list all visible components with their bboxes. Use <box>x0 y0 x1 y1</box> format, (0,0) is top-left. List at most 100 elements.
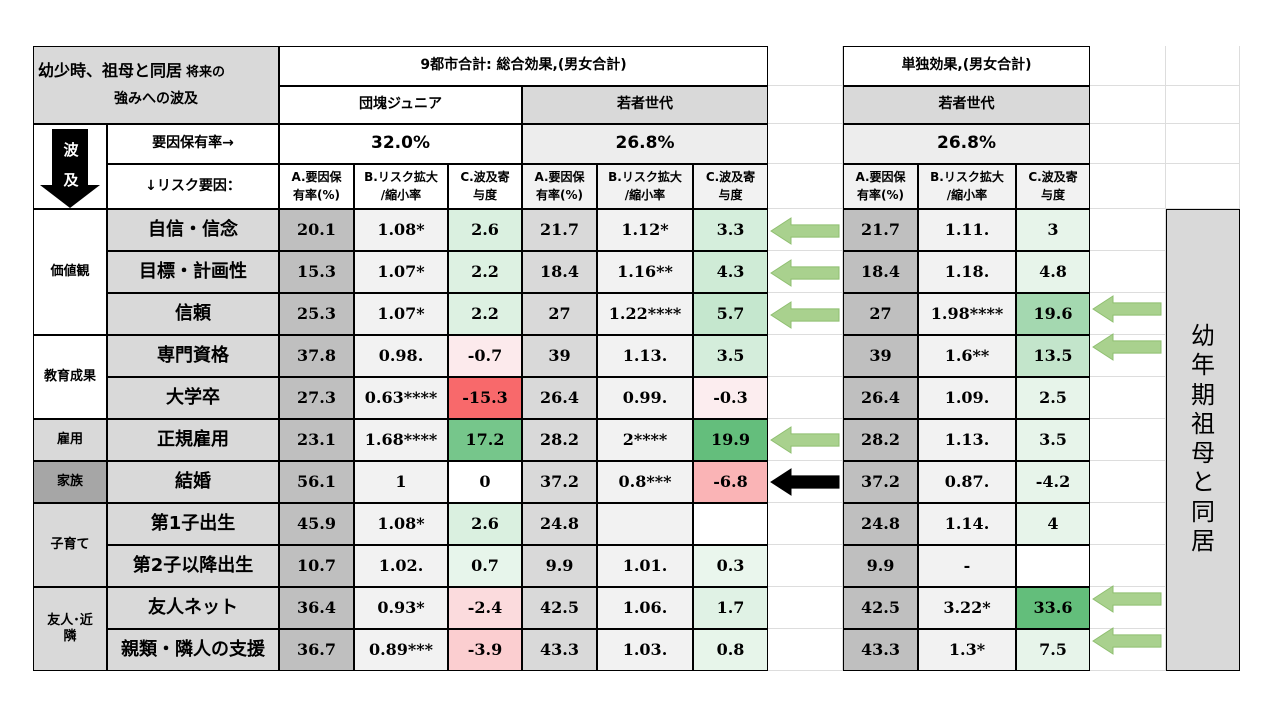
empty-cell <box>768 377 843 419</box>
empty-cell <box>1166 46 1240 86</box>
cell-dankai-c: -15.3 <box>448 377 522 419</box>
left-arrow-icon <box>770 426 840 454</box>
empty-cell <box>768 86 843 124</box>
cell-single-c: 4.8 <box>1016 251 1090 293</box>
cell-wakamono-c: 0.8 <box>693 629 768 671</box>
empty-cell <box>768 293 843 335</box>
left-arrow-icon <box>1092 627 1162 655</box>
col-header: B.リスク拡大 /縮小率 <box>597 164 693 209</box>
cell-dankai-b: 0.98. <box>354 335 448 377</box>
category-1: 教育成果 <box>33 335 107 419</box>
gen-header-dankai: 団塊ジュニア <box>279 86 522 124</box>
cell-single-c: 33.6 <box>1016 587 1090 629</box>
cell-single-c: 2.5 <box>1016 377 1090 419</box>
row-item: 大学卒 <box>107 377 279 419</box>
title-line-1: 幼少時、祖母と同居 将来の <box>38 61 225 81</box>
group-header-total: 9都市合計: 総合効果,(男女合計) <box>279 46 768 86</box>
col-header: B.リスク拡大 /縮小率 <box>918 164 1016 209</box>
row-item: 第2子以降出生 <box>107 545 279 587</box>
cell-dankai-b: 1.08* <box>354 503 448 545</box>
cell-wakamono-c: 3.5 <box>693 335 768 377</box>
empty-cell <box>1090 86 1166 124</box>
cell-wakamono-c: 5.7 <box>693 293 768 335</box>
cell-dankai-b: 1.68**** <box>354 419 448 461</box>
empty-cell <box>768 164 843 209</box>
empty-cell <box>768 629 843 671</box>
cell-dankai-b: 1 <box>354 461 448 503</box>
row-item: 正規雇用 <box>107 419 279 461</box>
col-header: C.波及寄 与度 <box>448 164 522 209</box>
cell-dankai-c: 0 <box>448 461 522 503</box>
cell-single-b: 3.22* <box>918 587 1016 629</box>
row-item: 結婚 <box>107 461 279 503</box>
row-item: 第1子出生 <box>107 503 279 545</box>
cell-wakamono-c: 1.7 <box>693 587 768 629</box>
cell-wakamono-b: 1.13. <box>597 335 693 377</box>
cell-single-c: -4.2 <box>1016 461 1090 503</box>
cell-single-a: 21.7 <box>843 209 918 251</box>
cell-wakamono-c: -0.3 <box>693 377 768 419</box>
cell-wakamono-b: 0.8*** <box>597 461 693 503</box>
title-main: 幼少時、祖母と同居 <box>38 61 183 81</box>
empty-cell <box>768 251 843 293</box>
cell-dankai-c: 2.6 <box>448 503 522 545</box>
category-0: 価値観 <box>33 209 107 335</box>
cell-wakamono-a: 42.5 <box>522 587 597 629</box>
cell-single-c: 13.5 <box>1016 335 1090 377</box>
category-5: 友人･近 隣 <box>33 587 107 671</box>
cell-wakamono-a: 39 <box>522 335 597 377</box>
group-header-single: 単独効果,(男女合計) <box>843 46 1090 86</box>
cell-wakamono-a: 43.3 <box>522 629 597 671</box>
left-arrow-icon <box>770 301 840 329</box>
rate-dankai: 32.0% <box>279 124 522 164</box>
empty-cell <box>1090 587 1166 629</box>
cell-dankai-c: 2.2 <box>448 293 522 335</box>
cell-single-b: 1.18. <box>918 251 1016 293</box>
cell-dankai-b: 1.08* <box>354 209 448 251</box>
cell-single-a: 18.4 <box>843 251 918 293</box>
cell-wakamono-a: 24.8 <box>522 503 597 545</box>
cell-single-b: 1.6** <box>918 335 1016 377</box>
cell-wakamono-a: 26.4 <box>522 377 597 419</box>
empty-cell <box>1090 164 1166 209</box>
cell-dankai-a: 25.3 <box>279 293 354 335</box>
cell-wakamono-a: 27 <box>522 293 597 335</box>
cell-single-b: 1.98**** <box>918 293 1016 335</box>
cell-single-b: 1.3* <box>918 629 1016 671</box>
cell-dankai-a: 27.3 <box>279 377 354 419</box>
empty-cell <box>1090 251 1166 293</box>
cell-single-b: 1.11. <box>918 209 1016 251</box>
empty-cell <box>1090 503 1166 545</box>
cell-wakamono-b <box>597 503 693 545</box>
cell-wakamono-c <box>693 503 768 545</box>
cell-single-c: 4 <box>1016 503 1090 545</box>
row-item: 目標・計画性 <box>107 251 279 293</box>
cell-wakamono-c: -6.8 <box>693 461 768 503</box>
cell-wakamono-a: 18.4 <box>522 251 597 293</box>
title-small: 将来の <box>186 65 226 81</box>
empty-cell <box>768 209 843 251</box>
empty-cell <box>1090 335 1166 377</box>
empty-cell <box>1090 293 1166 335</box>
cell-wakamono-b: 1.06. <box>597 587 693 629</box>
col-header: C.波及寄 与度 <box>693 164 768 209</box>
cell-wakamono-b: 1.12* <box>597 209 693 251</box>
empty-cell <box>1090 377 1166 419</box>
cell-single-a: 39 <box>843 335 918 377</box>
cell-dankai-a: 36.4 <box>279 587 354 629</box>
cell-single-a: 24.8 <box>843 503 918 545</box>
cell-single-c: 19.6 <box>1016 293 1090 335</box>
cell-dankai-a: 45.9 <box>279 503 354 545</box>
row-item: 自信・信念 <box>107 209 279 251</box>
cell-dankai-b: 0.93* <box>354 587 448 629</box>
cell-wakamono-c: 4.3 <box>693 251 768 293</box>
empty-cell <box>1166 164 1240 209</box>
empty-cell <box>768 461 843 503</box>
row-item: 友人ネット <box>107 587 279 629</box>
row-item: 親類・隣人の支援 <box>107 629 279 671</box>
cell-single-a: 27 <box>843 293 918 335</box>
cell-wakamono-b: 1.03. <box>597 629 693 671</box>
down-arrow-icon <box>40 129 100 208</box>
cell-wakamono-a: 37.2 <box>522 461 597 503</box>
black-left-arrow-icon <box>770 468 840 496</box>
